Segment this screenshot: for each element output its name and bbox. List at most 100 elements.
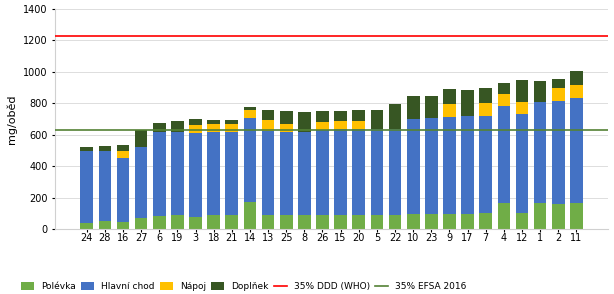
Bar: [534, 203, 546, 229]
Bar: [552, 88, 565, 101]
Bar: [570, 85, 583, 98]
Bar: [262, 111, 274, 120]
Bar: [570, 98, 583, 203]
Bar: [244, 107, 256, 111]
Bar: [98, 151, 111, 221]
Bar: [334, 111, 347, 121]
Y-axis label: mg/oběd: mg/oběd: [7, 94, 17, 144]
Bar: [298, 112, 311, 132]
Bar: [497, 94, 510, 106]
Bar: [516, 80, 528, 102]
Bar: [80, 151, 93, 223]
Bar: [171, 215, 184, 229]
Bar: [534, 102, 546, 203]
Bar: [80, 223, 93, 229]
Bar: [225, 132, 238, 215]
Bar: [98, 221, 111, 229]
Bar: [153, 132, 166, 216]
Bar: [461, 213, 474, 229]
Bar: [389, 104, 402, 129]
Legend: Polévka, Hlavní chod, Nápoj, Doplňek, 35% DDD (WHO), 35% EFSA 2016: Polévka, Hlavní chod, Nápoj, Doplňek, 35…: [21, 282, 467, 291]
Bar: [189, 133, 202, 217]
Bar: [316, 111, 329, 122]
Bar: [298, 215, 311, 229]
Bar: [225, 215, 238, 229]
Bar: [316, 215, 329, 229]
Bar: [262, 215, 274, 229]
Bar: [334, 215, 347, 229]
Bar: [244, 111, 256, 118]
Bar: [516, 102, 528, 114]
Bar: [280, 111, 292, 124]
Bar: [225, 120, 238, 124]
Bar: [425, 213, 438, 229]
Bar: [135, 218, 147, 229]
Bar: [497, 203, 510, 229]
Bar: [208, 215, 220, 229]
Bar: [352, 215, 365, 229]
Bar: [189, 217, 202, 229]
Bar: [208, 120, 220, 124]
Bar: [534, 81, 546, 102]
Bar: [352, 129, 365, 215]
Bar: [497, 106, 510, 203]
Bar: [443, 89, 456, 104]
Bar: [208, 132, 220, 215]
Bar: [407, 213, 419, 229]
Bar: [371, 111, 383, 129]
Bar: [443, 117, 456, 213]
Bar: [280, 124, 292, 132]
Bar: [389, 129, 402, 215]
Bar: [135, 147, 147, 218]
Bar: [570, 71, 583, 85]
Bar: [225, 124, 238, 132]
Bar: [480, 213, 492, 229]
Bar: [570, 203, 583, 229]
Bar: [371, 215, 383, 229]
Bar: [316, 130, 329, 215]
Bar: [244, 118, 256, 202]
Bar: [352, 121, 365, 129]
Bar: [189, 119, 202, 125]
Bar: [516, 114, 528, 213]
Bar: [461, 116, 474, 213]
Bar: [153, 216, 166, 229]
Bar: [443, 213, 456, 229]
Bar: [280, 215, 292, 229]
Bar: [407, 96, 419, 119]
Bar: [135, 130, 147, 147]
Bar: [443, 104, 456, 117]
Bar: [80, 147, 93, 151]
Bar: [117, 145, 130, 151]
Bar: [280, 132, 292, 215]
Bar: [425, 96, 438, 118]
Bar: [171, 121, 184, 132]
Bar: [552, 79, 565, 88]
Bar: [371, 129, 383, 215]
Bar: [334, 129, 347, 215]
Bar: [153, 123, 166, 132]
Bar: [425, 118, 438, 213]
Bar: [480, 103, 492, 116]
Bar: [552, 204, 565, 229]
Bar: [117, 158, 130, 222]
Bar: [334, 121, 347, 129]
Bar: [244, 202, 256, 229]
Bar: [497, 83, 510, 94]
Bar: [189, 125, 202, 133]
Bar: [461, 90, 474, 116]
Bar: [480, 88, 492, 103]
Bar: [117, 151, 130, 158]
Bar: [208, 124, 220, 132]
Bar: [98, 146, 111, 151]
Bar: [407, 119, 419, 213]
Bar: [262, 120, 274, 131]
Bar: [389, 215, 402, 229]
Bar: [262, 131, 274, 215]
Bar: [316, 122, 329, 130]
Bar: [552, 101, 565, 204]
Bar: [516, 213, 528, 229]
Bar: [352, 111, 365, 121]
Bar: [171, 132, 184, 215]
Bar: [298, 132, 311, 215]
